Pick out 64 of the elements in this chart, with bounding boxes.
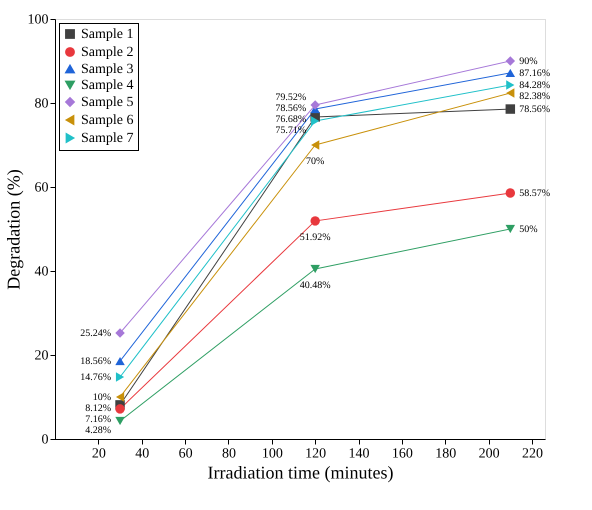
x-tick-label: 200 [478,446,500,462]
point [506,188,516,198]
x-tick-label: 140 [348,446,370,462]
x-axis-title: Irradiation time (minutes) [208,462,394,482]
point [310,264,320,274]
x-tick-label: 80 [222,446,236,462]
point [115,356,125,366]
data-label: 50% [519,224,538,235]
data-label: 25.24% [80,328,112,339]
x-tick-label: 180 [435,446,456,462]
data-label: 4.28% [85,425,112,436]
legend-label: Sample 5 [81,95,134,110]
x-tick-label: 160 [392,446,413,462]
data-label: 87.16% [519,68,550,79]
point [506,88,514,98]
data-label: 90% [519,56,538,67]
point [310,100,320,110]
y-tick-label: 20 [34,348,48,364]
point [506,224,516,234]
point [310,216,320,226]
x-tick-label: 220 [522,446,543,462]
data-label: 79.52% [275,92,306,104]
data-label: 78.56% [275,103,306,114]
data-label: 51.92% [300,232,331,243]
point [115,416,125,426]
y-tick-label: 60 [34,180,48,196]
legend-label: Sample 3 [81,62,134,77]
y-axis-title: Degradation (%) [4,169,24,290]
data-label: 78.56% [519,104,550,116]
data-label: 10% [92,392,112,403]
y-tick-label: 40 [34,264,48,280]
legend-label: Sample 2 [81,45,134,60]
data-label: 58.57% [519,188,550,200]
data-label: 40.48% [300,280,331,291]
point [116,392,124,402]
point [506,104,516,114]
x-tick-label: 100 [262,446,283,462]
data-label: 76.68% [275,114,306,126]
y-tick-label: 0 [42,432,48,448]
legend-label: Sample 7 [81,131,134,146]
data-label: 70% [306,156,324,167]
point [115,404,125,414]
y-tick-label: 80 [34,96,48,112]
y-tick-label: 100 [28,12,48,28]
x-tick-label: 120 [305,446,326,462]
point [115,328,125,338]
point [506,80,514,90]
point [506,56,516,66]
point [311,140,320,150]
legend-label: Sample 1 [81,27,134,42]
data-label: 14.76% [80,372,112,384]
legend-label: Sample 6 [81,113,134,128]
point [311,116,320,126]
data-label: 8.12% [85,403,112,414]
x-tick-label: 40 [135,446,150,462]
point [116,372,124,382]
data-label: 82.38% [519,91,550,102]
x-tick-label: 60 [178,446,193,462]
data-label: 7.16% [85,414,112,425]
x-tick-label: 20 [92,446,106,462]
legend-label: Sample 4 [81,78,134,93]
data-label: 84.28% [519,80,550,92]
data-label: 18.56% [80,356,112,368]
point [506,68,516,78]
